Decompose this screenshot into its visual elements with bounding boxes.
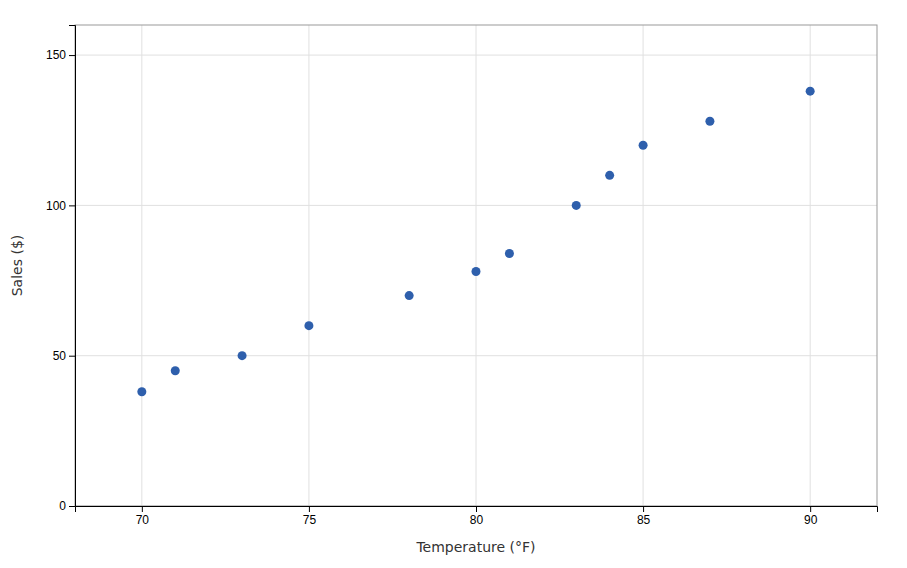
marks xyxy=(137,87,814,397)
point xyxy=(705,117,714,126)
point xyxy=(304,321,313,330)
grid xyxy=(75,25,877,506)
x-tick: 80 xyxy=(470,506,484,527)
x-tick: 70 xyxy=(136,506,150,527)
y-tick-mark xyxy=(69,205,75,206)
point xyxy=(605,171,614,180)
y-axis-title: Sales ($) xyxy=(9,235,25,297)
x-tick: 90 xyxy=(804,506,818,527)
x-axis-line xyxy=(76,507,878,513)
x-tick-label: 80 xyxy=(470,513,484,527)
point xyxy=(639,141,648,150)
point xyxy=(238,351,247,360)
y-tick: 0 xyxy=(59,499,75,513)
grid-line-x xyxy=(476,25,477,506)
y-axis: 0 50 100 150 xyxy=(46,26,76,514)
y-tick: 150 xyxy=(46,48,75,62)
y-tick-label: 50 xyxy=(53,349,67,363)
plot: 70 75 80 85 90 0 50 100 150 xyxy=(46,25,878,527)
y-tick-mark xyxy=(69,55,75,56)
point xyxy=(505,249,514,258)
grid-line-y xyxy=(75,205,877,206)
y-tick: 100 xyxy=(46,199,75,213)
y-axis-line xyxy=(69,26,76,507)
x-tick-label: 70 xyxy=(136,513,150,527)
grid-line-y xyxy=(75,55,877,56)
point xyxy=(472,267,481,276)
x-tick-mark xyxy=(309,506,310,512)
x-tick: 75 xyxy=(303,506,317,527)
y-tick: 50 xyxy=(53,349,75,363)
x-tick-label: 90 xyxy=(804,513,818,527)
x-axis: 70 75 80 85 90 xyxy=(76,506,878,527)
y-tick-mark xyxy=(69,356,75,357)
point xyxy=(405,291,414,300)
x-tick-label: 75 xyxy=(303,513,317,527)
x-tick: 85 xyxy=(637,506,651,527)
plot-frame xyxy=(75,25,877,506)
point xyxy=(572,201,581,210)
y-tick-label: 100 xyxy=(46,199,66,213)
chart: 70 75 80 85 90 0 50 100 150 Temperature (°F) Sales… xyxy=(0,0,907,568)
x-axis-title: Temperature (°F) xyxy=(415,539,535,555)
x-tick-mark xyxy=(142,506,143,512)
y-tick-label: 0 xyxy=(59,499,66,513)
grid-line-x xyxy=(810,25,811,506)
x-tick-mark xyxy=(810,506,811,512)
x-tick-label: 85 xyxy=(637,513,651,527)
grid-line-x xyxy=(643,25,644,506)
x-tick-mark xyxy=(643,506,644,512)
x-tick-mark xyxy=(476,506,477,512)
y-tick-label: 150 xyxy=(46,48,66,62)
point xyxy=(806,87,815,96)
y-tick-mark xyxy=(69,506,75,507)
grid-line-x xyxy=(308,25,309,506)
grid-line-x xyxy=(141,25,142,506)
point xyxy=(137,387,146,396)
grid-line-y xyxy=(75,355,877,356)
point xyxy=(171,366,180,375)
